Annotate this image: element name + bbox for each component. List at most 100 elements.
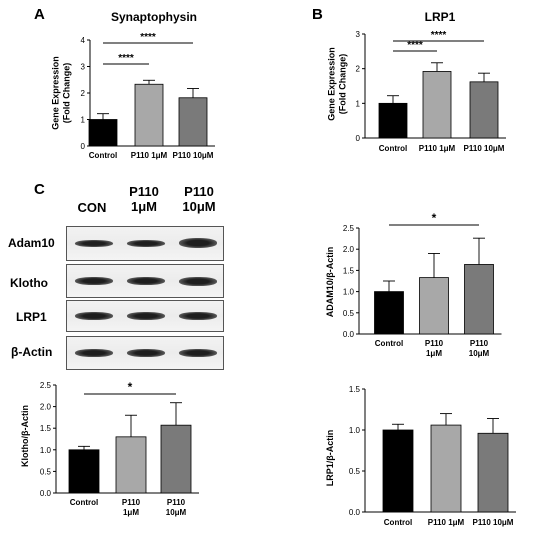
y-tick-label: 1.5 — [343, 266, 355, 275]
y-tick-label: 4 — [81, 36, 86, 45]
significance-label: * — [432, 211, 437, 225]
x-tick-label: Control — [70, 498, 98, 507]
panel-label-b: B — [312, 6, 323, 23]
y-tick-label: 1.0 — [40, 446, 52, 455]
y-axis-label-lrp1-gene: Gene Expression — [327, 47, 337, 121]
significance-label: **** — [431, 30, 447, 41]
blot-strip-beta-actin — [66, 336, 224, 370]
lane-header-control: CON — [77, 200, 107, 215]
blot-strip-klotho — [66, 264, 224, 298]
y-tick-label: 2 — [81, 89, 86, 98]
bar-adam10-2 — [464, 264, 494, 335]
y-tick-label: 1.5 — [40, 424, 52, 433]
y-tick-label: 1 — [356, 99, 361, 108]
bar-adam10-0 — [374, 291, 404, 335]
y-axis-label-lrp1-protein: LRP1/β-Actin — [325, 430, 335, 487]
y-tick-label: 3 — [81, 63, 86, 72]
band — [179, 349, 217, 357]
bar-lrp1-gene-1 — [422, 71, 452, 139]
band — [75, 349, 113, 357]
blot-label-adam10: Adam10 — [8, 236, 55, 250]
significance-label: **** — [140, 32, 156, 43]
y-axis-label-adam10: ADAM10/β-Actin — [325, 247, 335, 318]
blot-strip-lrp1 — [66, 300, 224, 332]
lane-header-p110-10um: P110 10μM — [176, 184, 222, 214]
y-tick-label: 2.0 — [40, 403, 52, 412]
significance-label: * — [128, 380, 133, 394]
y-tick-label: 0.5 — [343, 309, 355, 318]
y-tick-label: 2.5 — [343, 224, 355, 233]
band — [179, 238, 217, 248]
bar-lrp1-gene-2 — [469, 81, 499, 139]
blot-label-klotho: Klotho — [10, 276, 48, 290]
y-tick-label: 0.5 — [349, 467, 361, 476]
bar-lrp1-protein-1 — [430, 424, 462, 513]
significance-label: **** — [407, 40, 423, 51]
y-axis-label-klotho: Klotho/β-Actin — [20, 405, 30, 467]
x-tick-label: Control — [379, 144, 407, 153]
x-tick-label: P110 — [167, 498, 186, 507]
y-axis-label-synaptophysin: Gene Expression — [51, 56, 61, 130]
y-tick-label: 0.0 — [40, 489, 52, 498]
band — [127, 349, 165, 357]
band — [75, 277, 113, 285]
blot-strip-adam10 — [66, 226, 224, 261]
x-tick-label: P110 10μM — [464, 144, 505, 153]
y-tick-label: 2.5 — [40, 381, 52, 390]
y-tick-label: 3 — [356, 30, 361, 39]
bar-lrp1-gene-0 — [378, 102, 408, 139]
bar-klotho-1 — [115, 436, 147, 494]
y-tick-label: 1.5 — [349, 385, 361, 394]
x-tick-label: P110 10μM — [473, 518, 514, 527]
band — [179, 312, 217, 320]
bar-synaptophysin-0 — [88, 119, 118, 147]
y-tick-label: 0 — [356, 134, 361, 143]
x-tick-label: P110 — [425, 339, 444, 348]
y-tick-label: 2.0 — [343, 245, 355, 254]
y-tick-label: 1.0 — [343, 288, 355, 297]
y-tick-label: 0.5 — [40, 467, 52, 476]
y-axis-label-lrp1-gene: (Fold Change) — [338, 54, 348, 115]
lane-header-p110-1um-text: P110 1μM — [129, 184, 159, 214]
lane-header-p110-1um: P110 1μM — [122, 184, 166, 214]
x-tick-label: 1μM — [123, 508, 139, 517]
y-tick-label: 1 — [81, 116, 86, 125]
y-axis-label-synaptophysin: (Fold Change) — [62, 63, 72, 124]
bar-klotho-2 — [160, 424, 192, 494]
band — [179, 277, 217, 286]
band — [75, 240, 113, 247]
western-blot: CON P110 1μM P110 10μM Adam10 Klotho LRP… — [0, 0, 240, 380]
x-tick-label: 1μM — [426, 349, 442, 358]
chart-title-synaptophysin: Synaptophysin — [111, 10, 197, 24]
bar-lrp1-protein-0 — [382, 429, 414, 513]
bar-lrp1-protein-2 — [477, 432, 509, 513]
x-tick-label: P110 1μM — [428, 518, 465, 527]
x-tick-label: Control — [375, 339, 403, 348]
band — [75, 312, 113, 320]
bar-synaptophysin-1 — [134, 83, 164, 147]
y-tick-label: 0.0 — [343, 330, 355, 339]
blot-label-lrp1: LRP1 — [16, 310, 47, 324]
panel-label-a: A — [34, 6, 45, 23]
x-tick-label: P110 — [122, 498, 141, 507]
x-tick-label: P110 1μM — [131, 151, 168, 160]
band — [127, 240, 165, 247]
y-tick-label: 0 — [81, 142, 86, 151]
x-tick-label: Control — [89, 151, 117, 160]
significance-label: **** — [118, 53, 134, 64]
y-tick-label: 0.0 — [349, 508, 361, 517]
bar-synaptophysin-2 — [178, 97, 208, 147]
chart-title-lrp1-gene: LRP1 — [425, 10, 456, 24]
band — [127, 277, 165, 285]
x-tick-label: P110 10μM — [173, 151, 214, 160]
band — [127, 312, 165, 320]
panel-label-c: C — [34, 181, 45, 198]
bar-klotho-0 — [68, 449, 100, 494]
x-tick-label: 10μM — [166, 508, 187, 517]
x-tick-label: Control — [384, 518, 412, 527]
x-tick-label: 10μM — [469, 349, 490, 358]
y-tick-label: 2 — [356, 65, 361, 74]
lane-header-p110-10um-text: P110 10μM — [182, 184, 216, 214]
x-tick-label: P110 1μM — [419, 144, 456, 153]
